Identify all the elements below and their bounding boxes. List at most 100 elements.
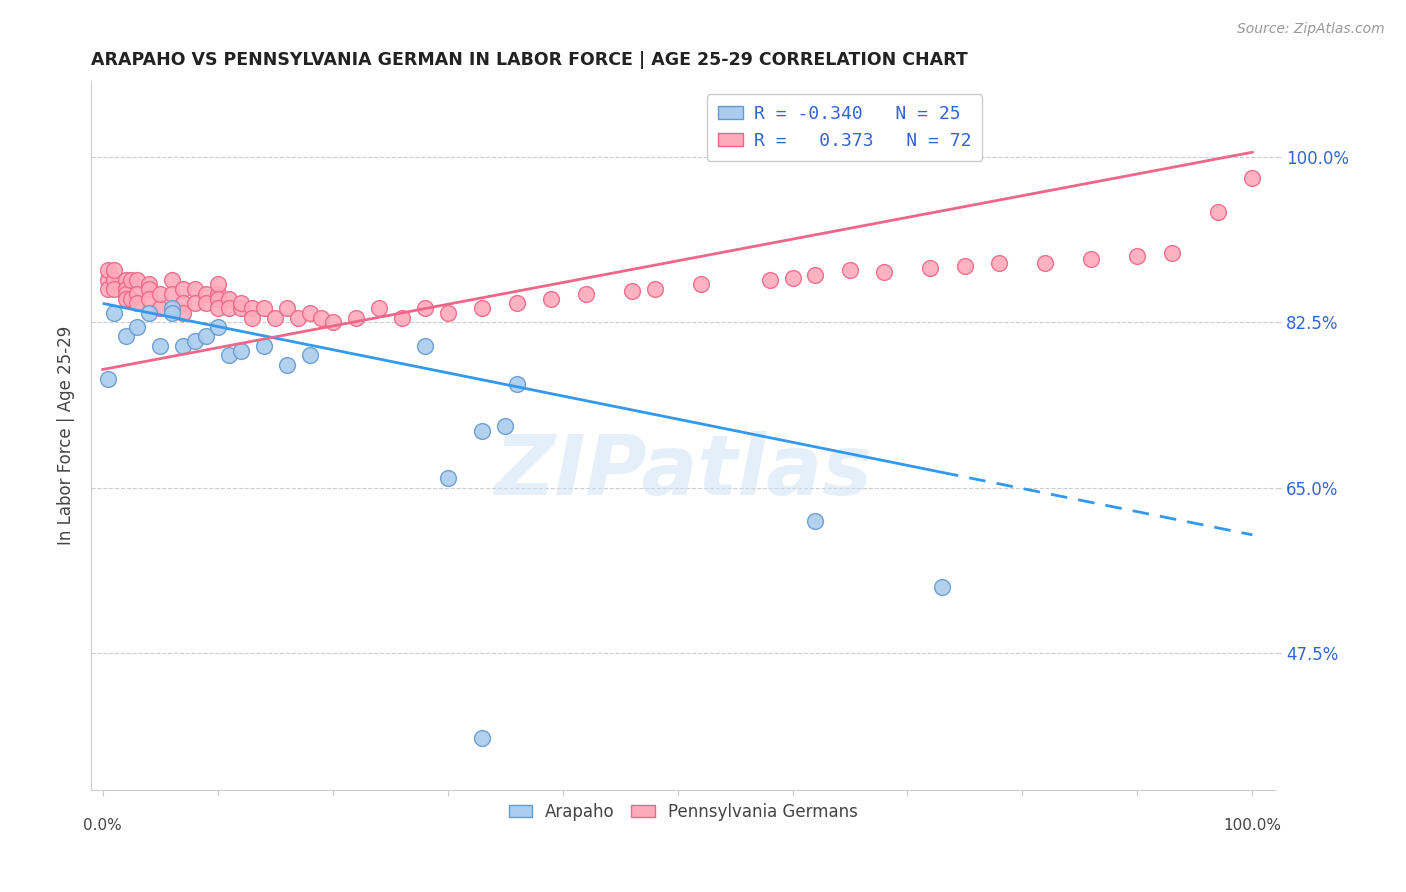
Point: [207, 277, 229, 292]
Point: [1126, 249, 1149, 263]
Legend: Arapaho, Pennsylvania Germans: Arapaho, Pennsylvania Germans: [502, 797, 865, 828]
Point: [413, 339, 436, 353]
Point: [436, 471, 458, 485]
Point: [873, 265, 896, 279]
Point: [505, 376, 527, 391]
Point: [574, 287, 596, 301]
Point: [103, 306, 125, 320]
Point: [120, 273, 142, 287]
Point: [436, 306, 458, 320]
Point: [804, 514, 827, 528]
Point: [149, 287, 172, 301]
Point: [114, 292, 136, 306]
Point: [195, 296, 218, 310]
Point: [103, 263, 125, 277]
Point: [138, 277, 160, 292]
Point: [953, 259, 976, 273]
Point: [207, 301, 229, 315]
Point: [839, 263, 862, 277]
Point: [758, 273, 780, 287]
Point: [149, 339, 172, 353]
Point: [344, 310, 367, 325]
Point: [114, 287, 136, 301]
Point: [127, 320, 149, 334]
Point: [97, 273, 120, 287]
Text: 100.0%: 100.0%: [1223, 818, 1281, 833]
Point: [298, 348, 321, 362]
Point: [471, 424, 494, 438]
Point: [782, 271, 804, 285]
Point: [138, 282, 160, 296]
Point: [97, 263, 120, 277]
Point: [149, 301, 172, 315]
Point: [471, 301, 494, 315]
Point: [103, 282, 125, 296]
Point: [298, 306, 321, 320]
Point: [1080, 252, 1102, 266]
Point: [138, 306, 160, 320]
Point: [218, 301, 240, 315]
Point: [207, 292, 229, 306]
Point: [160, 287, 183, 301]
Point: [367, 301, 389, 315]
Point: [264, 310, 287, 325]
Point: [160, 306, 183, 320]
Point: [114, 282, 136, 296]
Point: [620, 284, 643, 298]
Point: [1241, 170, 1264, 185]
Point: [494, 419, 516, 434]
Point: [97, 372, 120, 386]
Point: [120, 292, 142, 306]
Point: [920, 261, 942, 276]
Point: [183, 334, 205, 348]
Text: ARAPAHO VS PENNSYLVANIA GERMAN IN LABOR FORCE | AGE 25-29 CORRELATION CHART: ARAPAHO VS PENNSYLVANIA GERMAN IN LABOR …: [91, 51, 967, 69]
Point: [252, 301, 274, 315]
Point: [689, 277, 711, 292]
Point: [229, 296, 252, 310]
Point: [183, 282, 205, 296]
Point: [172, 306, 194, 320]
Point: [240, 301, 263, 315]
Point: [160, 273, 183, 287]
Point: [1206, 204, 1229, 219]
Text: ZIPatlas: ZIPatlas: [495, 431, 872, 512]
Text: Source: ZipAtlas.com: Source: ZipAtlas.com: [1237, 22, 1385, 37]
Point: [1161, 246, 1184, 260]
Point: [160, 301, 183, 315]
Point: [172, 339, 194, 353]
Point: [644, 282, 666, 296]
Point: [1035, 256, 1057, 270]
Point: [229, 301, 252, 315]
Point: [218, 348, 240, 362]
Point: [471, 731, 494, 745]
Point: [127, 296, 149, 310]
Point: [97, 282, 120, 296]
Point: [114, 329, 136, 343]
Point: [988, 256, 1011, 270]
Point: [218, 292, 240, 306]
Point: [276, 358, 298, 372]
Point: [240, 310, 263, 325]
Point: [804, 268, 827, 282]
Point: [103, 273, 125, 287]
Point: [309, 310, 332, 325]
Point: [391, 310, 413, 325]
Point: [195, 329, 218, 343]
Point: [322, 315, 344, 329]
Text: 0.0%: 0.0%: [83, 818, 122, 833]
Point: [229, 343, 252, 358]
Point: [172, 282, 194, 296]
Point: [540, 292, 562, 306]
Y-axis label: In Labor Force | Age 25-29: In Labor Force | Age 25-29: [58, 326, 75, 545]
Point: [413, 301, 436, 315]
Point: [127, 273, 149, 287]
Point: [127, 287, 149, 301]
Point: [931, 580, 953, 594]
Point: [183, 296, 205, 310]
Point: [276, 301, 298, 315]
Point: [195, 287, 218, 301]
Point: [505, 296, 527, 310]
Point: [252, 339, 274, 353]
Point: [207, 287, 229, 301]
Point: [207, 320, 229, 334]
